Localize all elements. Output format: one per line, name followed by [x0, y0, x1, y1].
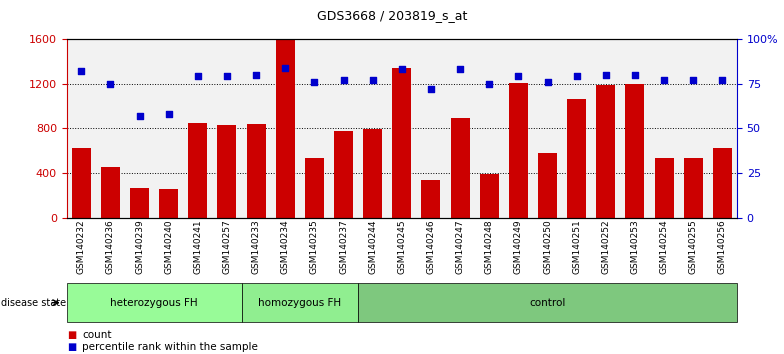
Point: [571, 74, 583, 79]
Text: GSM140252: GSM140252: [601, 219, 610, 274]
Bar: [538, 153, 557, 218]
Bar: [713, 148, 731, 218]
Text: ■: ■: [67, 330, 76, 339]
Text: GSM140250: GSM140250: [543, 219, 552, 274]
Bar: [334, 131, 353, 218]
Bar: [305, 159, 324, 218]
Point: [308, 79, 321, 85]
Text: GSM140234: GSM140234: [281, 219, 290, 274]
Text: GSM140237: GSM140237: [339, 219, 348, 274]
Bar: [363, 130, 382, 218]
Text: percentile rank within the sample: percentile rank within the sample: [82, 342, 258, 352]
Point: [716, 77, 728, 83]
Text: GSM140233: GSM140233: [252, 219, 260, 274]
Point: [541, 79, 554, 85]
Point: [687, 77, 699, 83]
Bar: [392, 68, 412, 218]
Text: GDS3668 / 203819_s_at: GDS3668 / 203819_s_at: [317, 9, 467, 22]
Point: [425, 86, 437, 92]
Text: ■: ■: [67, 342, 76, 352]
Text: GSM140239: GSM140239: [135, 219, 144, 274]
Text: GSM140253: GSM140253: [630, 219, 640, 274]
Bar: [217, 125, 237, 218]
Bar: [130, 188, 149, 218]
Point: [337, 77, 350, 83]
Point: [191, 74, 204, 79]
Text: GSM140235: GSM140235: [310, 219, 319, 274]
Point: [279, 65, 292, 70]
Text: homozygous FH: homozygous FH: [258, 298, 341, 308]
Point: [629, 72, 641, 78]
Bar: [247, 124, 266, 218]
Bar: [72, 148, 91, 218]
Text: GSM140251: GSM140251: [572, 219, 581, 274]
Point: [250, 72, 263, 78]
Text: GSM140236: GSM140236: [106, 219, 115, 274]
Text: GSM140257: GSM140257: [223, 219, 231, 274]
Text: heterozygous FH: heterozygous FH: [111, 298, 198, 308]
Bar: [188, 123, 207, 218]
Point: [600, 72, 612, 78]
Text: count: count: [82, 330, 112, 339]
Bar: [684, 159, 702, 218]
Bar: [626, 84, 644, 218]
Point: [220, 74, 233, 79]
Point: [512, 74, 524, 79]
Bar: [567, 99, 586, 218]
Text: GSM140249: GSM140249: [514, 219, 523, 274]
Text: GSM140246: GSM140246: [426, 219, 435, 274]
Bar: [451, 118, 470, 218]
Text: GSM140232: GSM140232: [77, 219, 85, 274]
Text: GSM140240: GSM140240: [164, 219, 173, 274]
Bar: [509, 82, 528, 218]
Text: GSM140248: GSM140248: [485, 219, 494, 274]
Bar: [276, 40, 295, 218]
Text: GSM140255: GSM140255: [688, 219, 698, 274]
Text: GSM140256: GSM140256: [718, 219, 727, 274]
Text: GSM140247: GSM140247: [456, 219, 465, 274]
Point: [75, 68, 88, 74]
Text: disease state: disease state: [1, 298, 66, 308]
Text: GSM140254: GSM140254: [659, 219, 669, 274]
Point: [658, 77, 670, 83]
Text: GSM140241: GSM140241: [194, 219, 202, 274]
Bar: [101, 167, 120, 218]
Bar: [422, 180, 441, 218]
Point: [395, 67, 408, 72]
Point: [454, 67, 466, 72]
Bar: [597, 85, 615, 218]
Bar: [655, 159, 673, 218]
Text: control: control: [529, 298, 566, 308]
Bar: [480, 174, 499, 218]
Text: GSM140245: GSM140245: [397, 219, 406, 274]
Point: [133, 113, 146, 119]
Point: [483, 81, 495, 86]
Point: [366, 77, 379, 83]
Point: [162, 111, 175, 117]
Bar: [159, 189, 178, 218]
Point: [104, 81, 117, 86]
Text: GSM140244: GSM140244: [368, 219, 377, 274]
